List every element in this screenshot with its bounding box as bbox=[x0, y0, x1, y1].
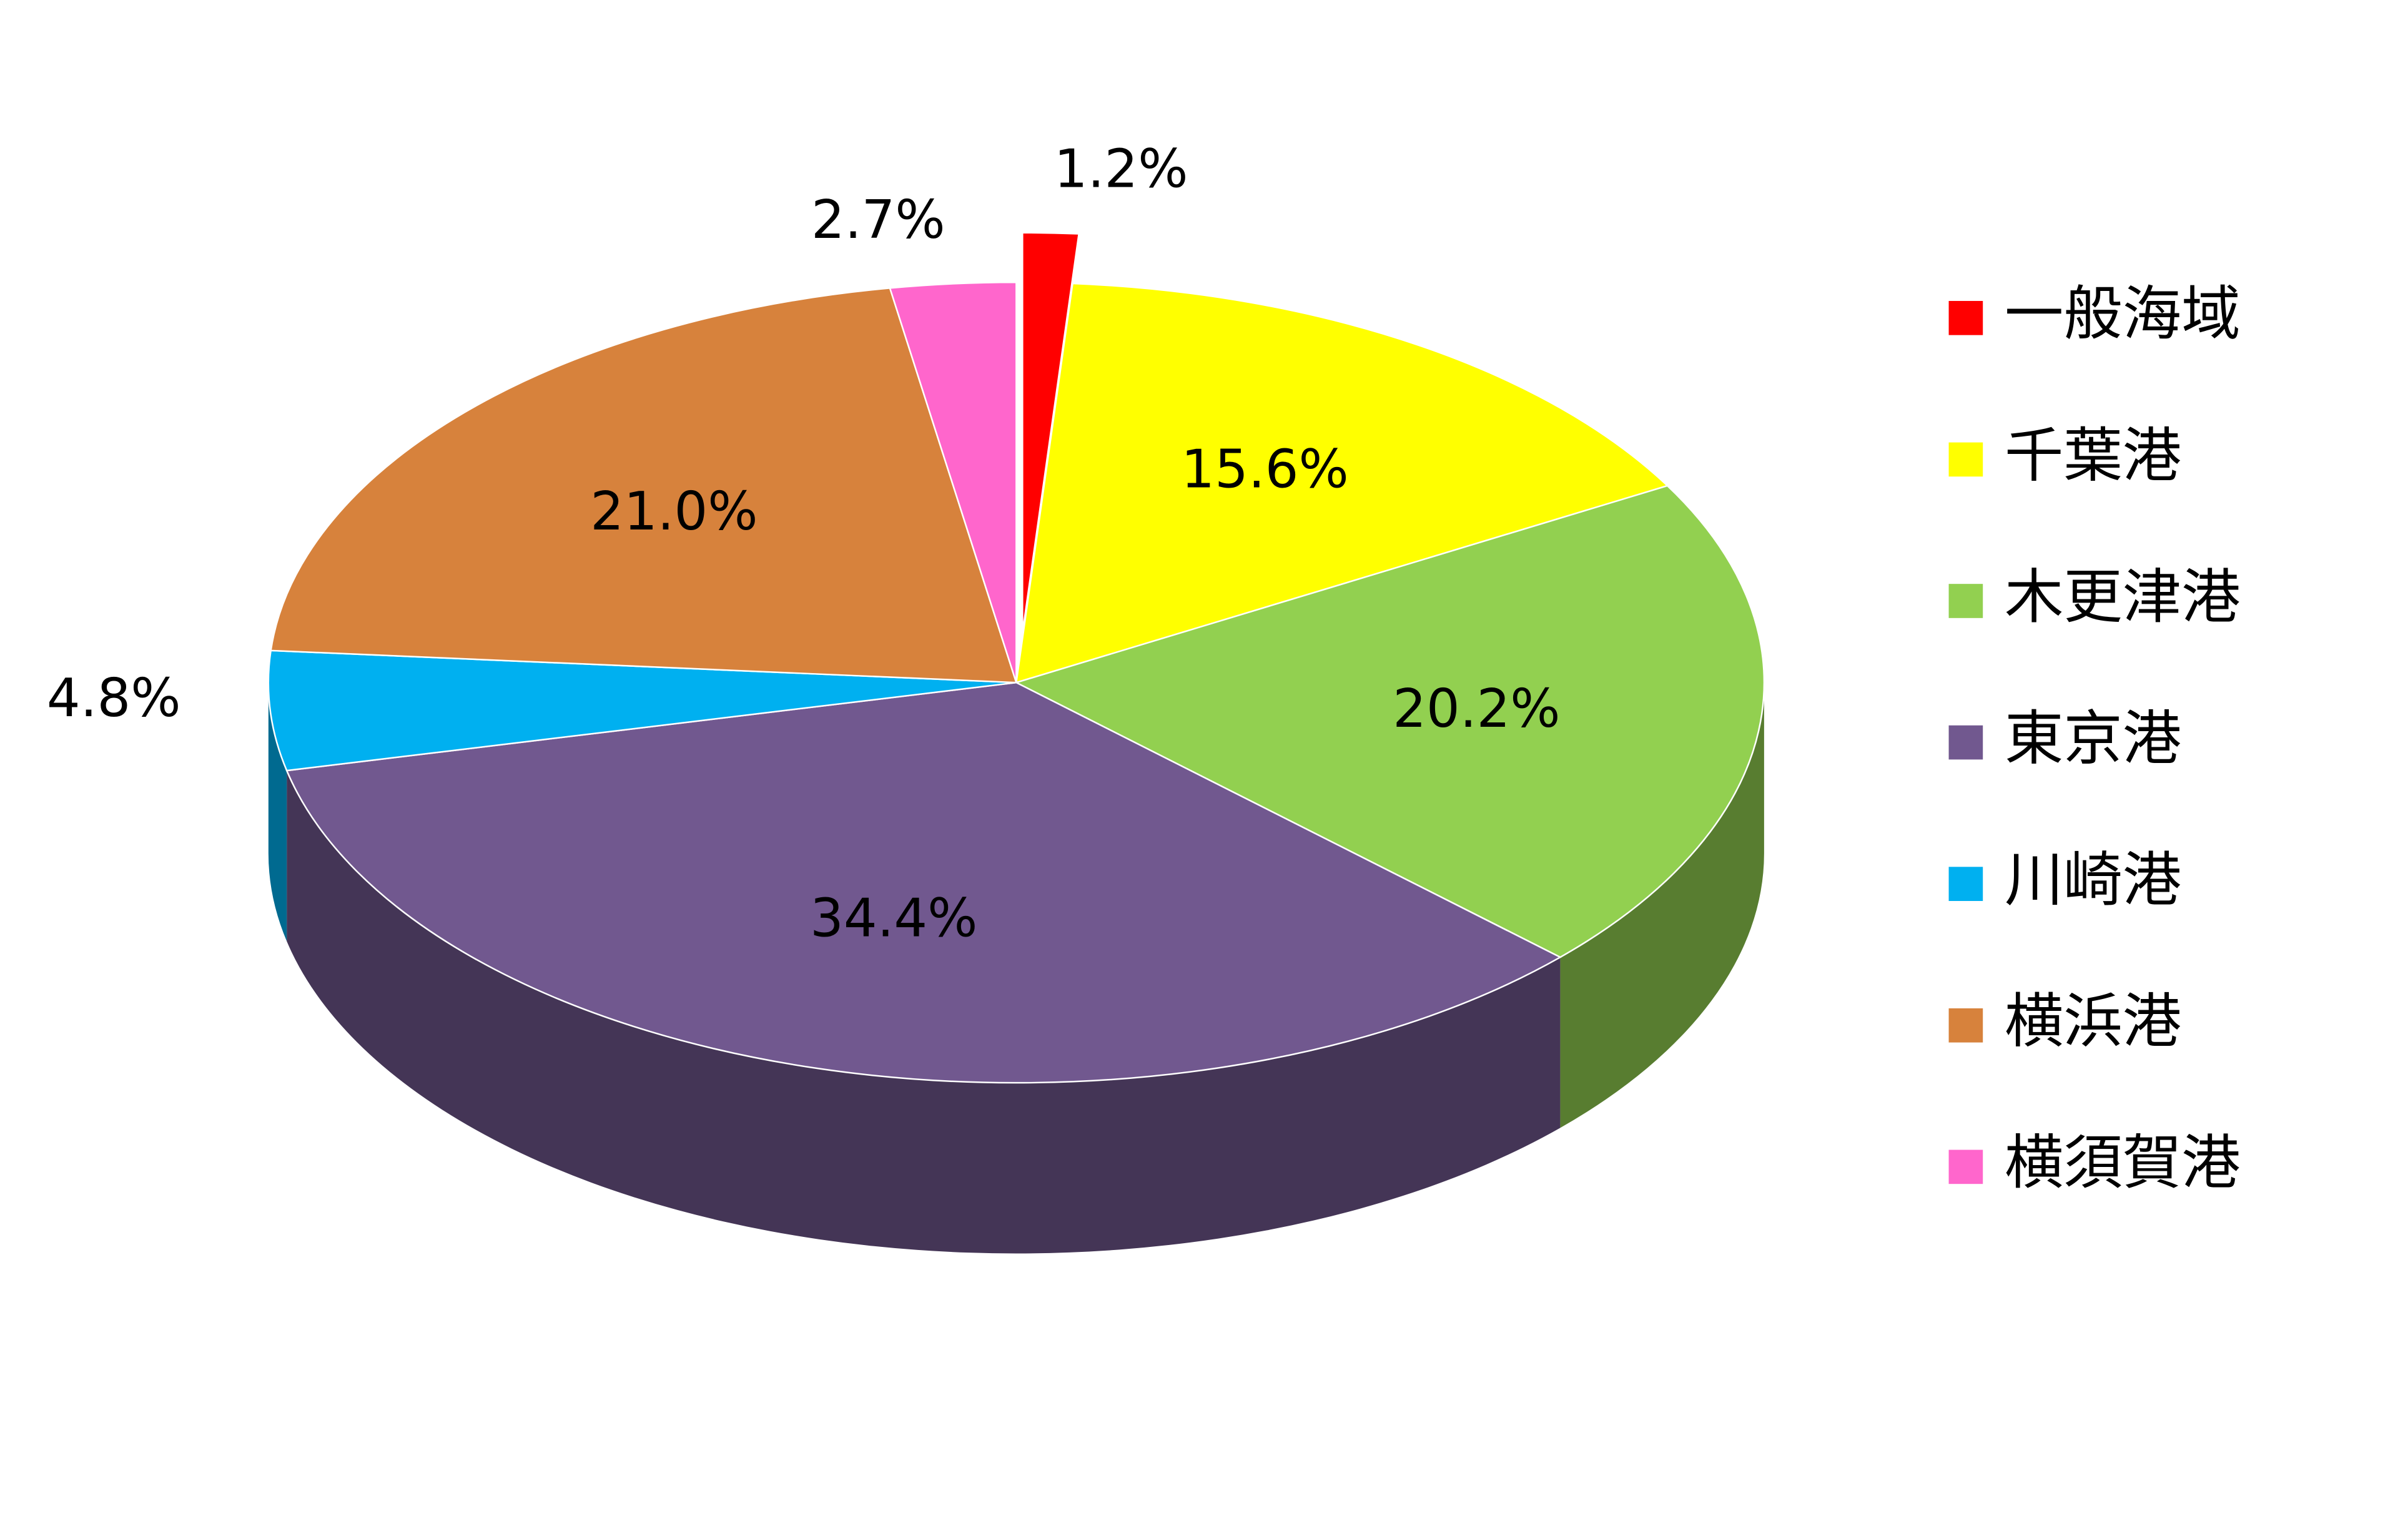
legend-label: 横浜港 bbox=[2005, 987, 2181, 1056]
legend-label: 川崎港 bbox=[2005, 846, 2181, 915]
legend-swatch bbox=[1948, 1008, 1983, 1043]
pie-slice bbox=[270, 287, 1018, 684]
data-label: 1.2% bbox=[1054, 138, 1188, 199]
legend-swatch bbox=[1948, 867, 1983, 901]
pie-slice bbox=[1014, 485, 1765, 958]
legend-label: 横須賀港 bbox=[2005, 1129, 2241, 1198]
data-label: 34.4% bbox=[810, 887, 977, 948]
legend-swatch bbox=[1948, 442, 1983, 477]
legend-swatch bbox=[1948, 725, 1983, 760]
pie-tops bbox=[267, 232, 1765, 1084]
legend-label: 一般海域 bbox=[2005, 280, 2241, 348]
slice-side bbox=[1560, 682, 1764, 1128]
pie-slice bbox=[889, 281, 1017, 683]
legend-swatch bbox=[1948, 300, 1983, 335]
data-label: 15.6% bbox=[1181, 439, 1348, 500]
data-label: 4.8% bbox=[47, 667, 181, 729]
legend-swatch bbox=[1948, 584, 1983, 618]
data-label: 2.7% bbox=[811, 189, 945, 250]
legend-label: 千葉港 bbox=[2005, 421, 2181, 490]
pie-slice bbox=[1022, 232, 1080, 633]
data-label: 20.2% bbox=[1393, 678, 1560, 739]
legend-label: 木更津港 bbox=[2005, 563, 2241, 631]
data-labels: 1.2% 15.6% 20.2% 34.4% 4.8% 21.0% 2.7% bbox=[47, 138, 1561, 948]
pie-slice bbox=[285, 681, 1562, 1084]
legend-swatch bbox=[1948, 1149, 1983, 1184]
pie-sides bbox=[268, 682, 1764, 1254]
slice-side bbox=[287, 770, 1561, 1254]
legend-label: 東京港 bbox=[2005, 704, 2181, 773]
pie-slice bbox=[1015, 282, 1669, 684]
slice-side bbox=[268, 682, 287, 942]
data-label: 21.0% bbox=[590, 481, 757, 542]
pie-slice bbox=[267, 649, 1017, 772]
